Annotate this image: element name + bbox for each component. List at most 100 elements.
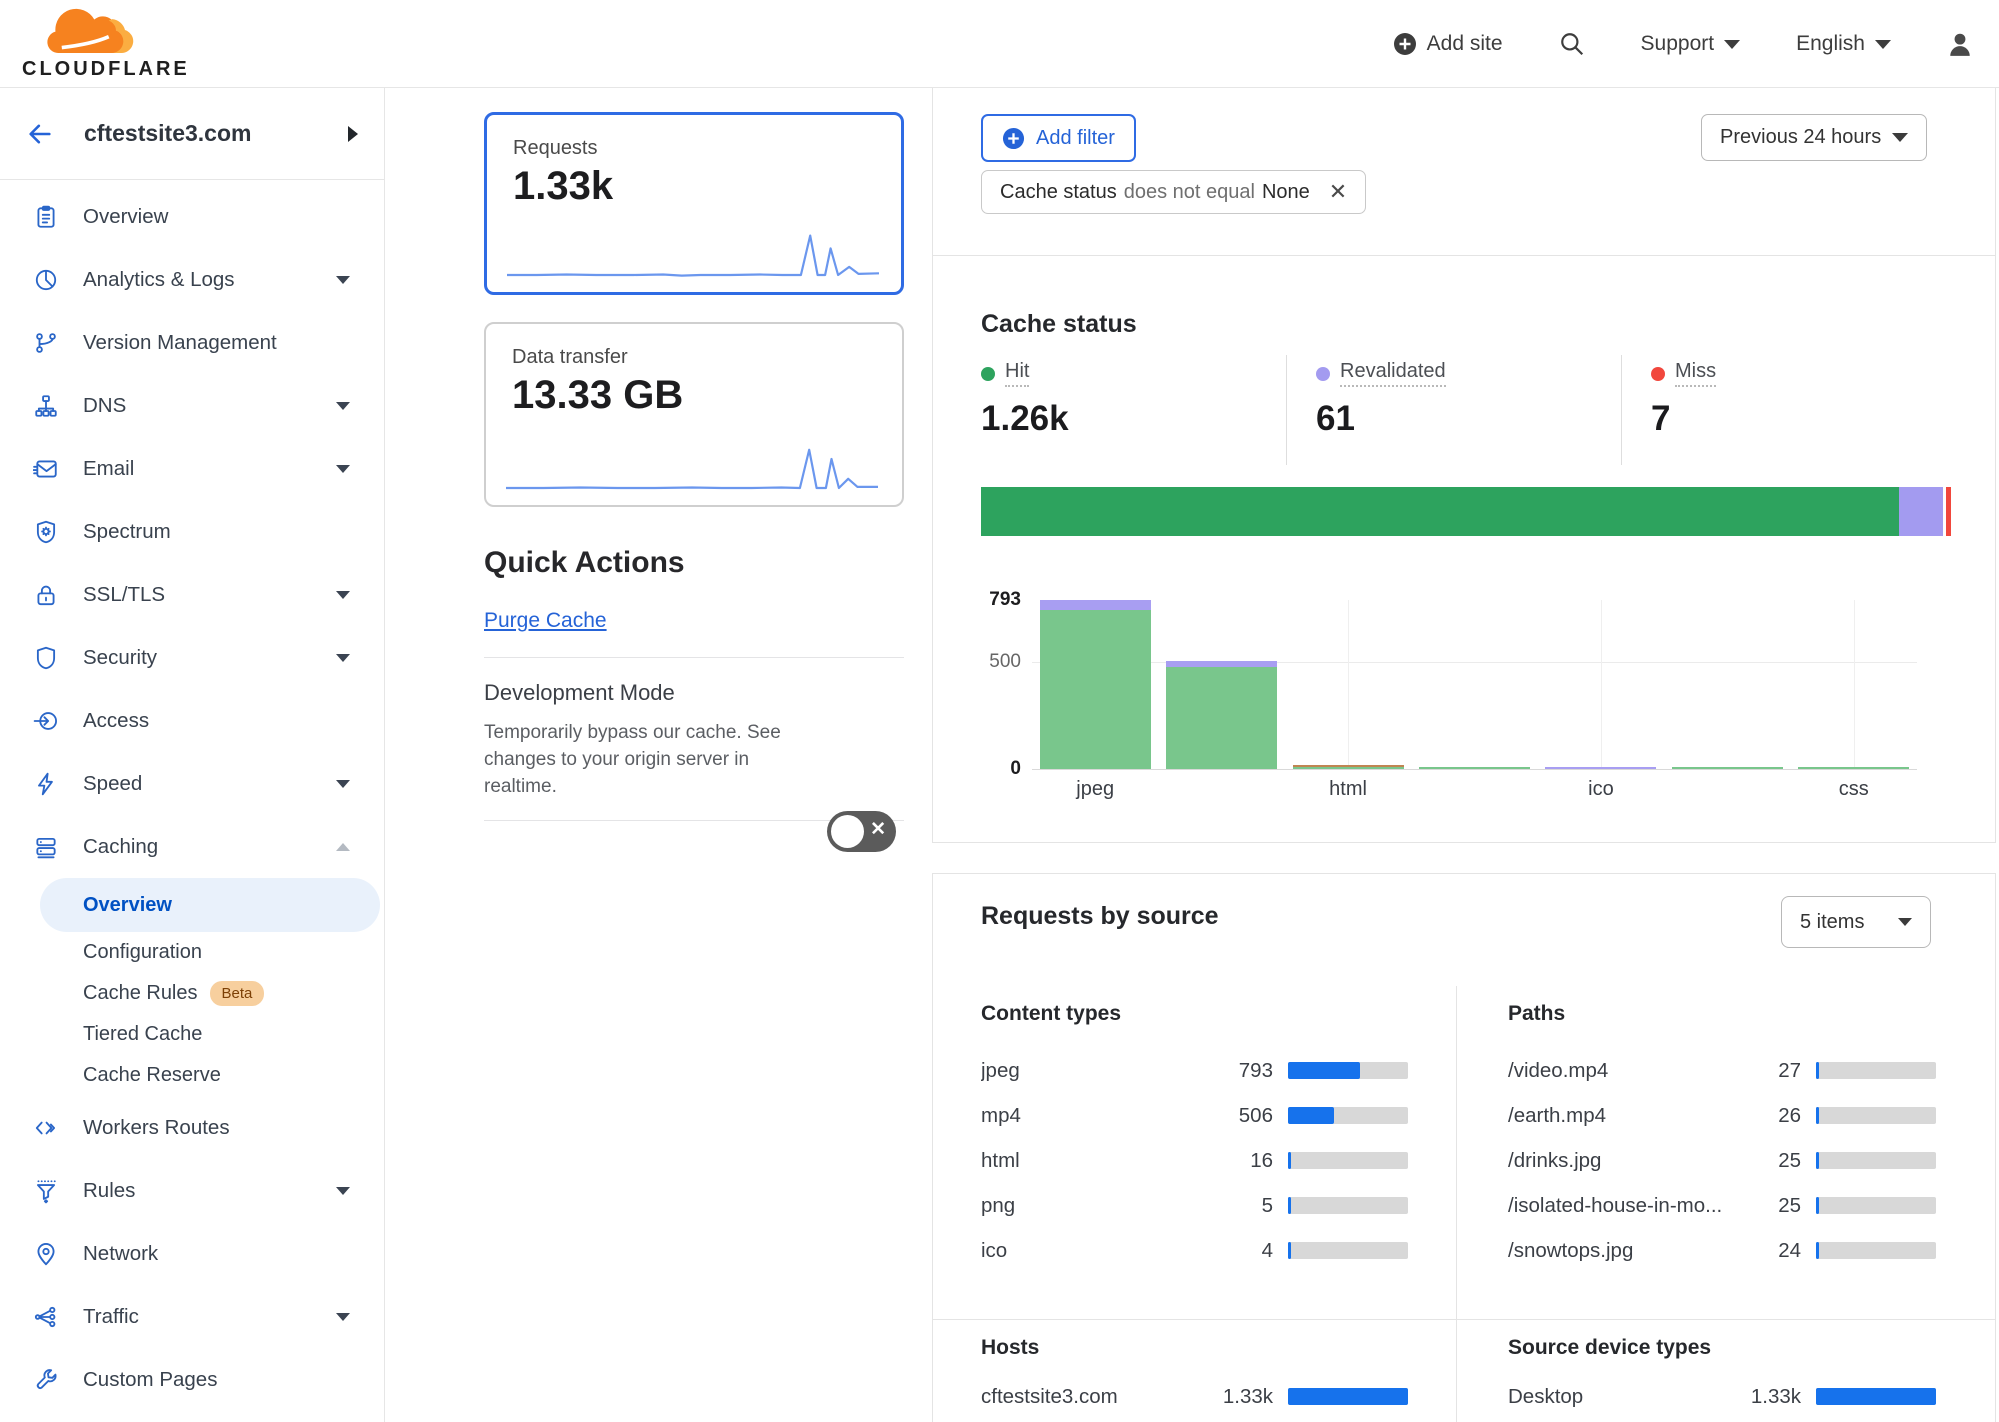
sidebar-item-access[interactable]: Access (0, 689, 384, 752)
data-transfer-metric-card[interactable]: Data transfer 13.33 GB (484, 322, 904, 507)
sidebar-item-traffic[interactable]: Traffic (0, 1285, 384, 1348)
sidebar-item-speed[interactable]: Speed (0, 752, 384, 815)
x-axis-tick-ico: ico (1588, 778, 1614, 800)
top-header: CLOUDFLARE Add site Support English (0, 0, 1999, 88)
stat-row-ico: ico 4 (981, 1228, 1408, 1273)
stat-bar-fill (1816, 1242, 1819, 1259)
divider (484, 657, 904, 658)
legend-label[interactable]: Revalidated (1340, 360, 1446, 387)
gridline (1032, 662, 1917, 664)
gridline (1853, 600, 1855, 769)
legend-label[interactable]: Miss (1675, 360, 1717, 387)
summary-column: Requests 1.33k Data transfer 13.33 GB Qu… (385, 88, 932, 1422)
sidebar-item-workers-routes[interactable]: Workers Routes (0, 1096, 384, 1159)
beta-badge: Beta (209, 981, 265, 1006)
bar-segment-hit (1166, 667, 1278, 769)
network-icon (33, 1241, 59, 1267)
data-transfer-label: Data transfer (512, 346, 628, 368)
stat-bar-fill (1288, 1107, 1334, 1124)
subnav-item-tiered-cache[interactable]: Tiered Cache (0, 1014, 384, 1055)
site-name[interactable]: cftestsite3.com (84, 120, 252, 146)
stat-label: /video.mp4 (1508, 1058, 1609, 1082)
sidebar-item-label: Traffic (83, 1304, 139, 1328)
sidebar-item-dns[interactable]: DNS (0, 374, 384, 437)
subnav-item-label: Cache Rules (83, 982, 198, 1004)
language-menu[interactable]: English (1796, 32, 1891, 56)
requests-metric-card[interactable]: Requests 1.33k (484, 112, 904, 295)
stat-value: 27 (1778, 1058, 1801, 1082)
sidebar-item-label: Workers Routes (83, 1115, 230, 1139)
stat-bar-fill (1288, 1197, 1291, 1214)
stat-bar-track (1816, 1388, 1936, 1405)
sidebar-item-overview[interactable]: Overview (0, 185, 384, 248)
sidebar-item-label: Caching (83, 834, 159, 858)
sidebar-item-network[interactable]: Network (0, 1222, 384, 1285)
chevron-down-icon (336, 779, 350, 788)
chevron-down-icon (336, 1312, 350, 1321)
support-menu[interactable]: Support (1641, 32, 1741, 56)
hit-dot-icon (981, 366, 995, 381)
sidebar-item-caching[interactable]: Caching (0, 815, 384, 878)
section-title: Source device types (1508, 1336, 1712, 1359)
requests-sparkline (507, 234, 879, 277)
caching-subnav: Overview Configuration Cache Rules Beta Tier… (0, 878, 384, 1096)
sidebar-nav: Overview Analytics & Logs Version Manageme… (0, 180, 384, 1411)
sidebar-item-email[interactable]: Email (0, 437, 384, 500)
toggle-off-x-icon: ✕ (870, 819, 886, 840)
stat-label: /isolated-house-in-mo... (1508, 1193, 1721, 1217)
chevron-down-icon (336, 590, 350, 599)
miss-dot-icon (1651, 366, 1665, 381)
sidebar-item-security[interactable]: Security (0, 626, 384, 689)
stat-label: /snowtops.jpg (1508, 1238, 1634, 1262)
back-arrow-icon[interactable] (26, 120, 54, 148)
user-account-icon[interactable] (1947, 31, 1973, 57)
subnav-item-cache-rules[interactable]: Cache Rules Beta (0, 973, 384, 1014)
search-icon[interactable] (1559, 31, 1585, 57)
purge-cache-link[interactable]: Purge Cache (484, 609, 607, 632)
remove-filter-icon[interactable]: ✕ (1328, 179, 1348, 204)
legend-label[interactable]: Hit (1005, 360, 1030, 387)
section-title: Hosts (981, 1336, 1040, 1359)
subnav-item-configuration[interactable]: Configuration (0, 932, 384, 973)
stat-value: 1.33k (1222, 1384, 1273, 1408)
chevron-down-icon (1724, 39, 1741, 49)
items-count-selector[interactable]: 5 items (1781, 896, 1931, 948)
email-icon (33, 456, 59, 482)
sidebar-item-label: Overview (83, 204, 169, 228)
plus-circle-icon (1393, 33, 1416, 55)
add-filter-button[interactable]: Add filter (981, 114, 1136, 162)
filter-chip[interactable]: Cache status does not equal None ✕ (981, 170, 1367, 214)
stat-value: 25 (1778, 1193, 1801, 1217)
sidebar-item-spectrum[interactable]: Spectrum (0, 500, 384, 563)
subnav-item-cache-reserve[interactable]: Cache Reserve (0, 1055, 384, 1096)
stat-row-jpeg: jpeg 793 (981, 1048, 1408, 1093)
subnav-item-overview[interactable]: Overview (40, 878, 380, 932)
cloudflare-logo: CLOUDFLARE (22, 6, 190, 81)
chevron-down-icon (336, 653, 350, 662)
sidebar-item-analytics-logs[interactable]: Analytics & Logs (0, 248, 384, 311)
add-site-button[interactable]: Add site (1393, 32, 1503, 56)
stat-label: cftestsite3.com (981, 1384, 1118, 1408)
stat-label: jpeg (981, 1058, 1020, 1082)
spectrum-icon (33, 519, 59, 545)
requests-label: Requests (513, 137, 598, 159)
chart-bar-html (1292, 765, 1404, 769)
distribution-segment-miss (1946, 487, 1951, 536)
cloudflare-cloud-icon (47, 8, 134, 54)
speed-icon (33, 771, 59, 797)
sidebar-item-ssl-tls[interactable]: SSL/TLS (0, 563, 384, 626)
sidebar-item-custom-pages[interactable]: Custom Pages (0, 1348, 384, 1411)
filter-operator: does not equal (1123, 180, 1255, 203)
sidebar-item-rules[interactable]: Rules (0, 1159, 384, 1222)
stat-bar-fill (1816, 1388, 1936, 1405)
chevron-right-icon[interactable] (348, 125, 358, 142)
stat-value: 26 (1778, 1103, 1801, 1127)
stat-row-video-mp4: /video.mp4 27 (1508, 1048, 1936, 1093)
stat-value: 793 (1238, 1058, 1273, 1082)
sidebar: cftestsite3.com Overview Analytics & Logs… (0, 88, 385, 1422)
time-range-selector[interactable]: Previous 24 hours (1701, 114, 1927, 161)
sidebar-item-version-management[interactable]: Version Management (0, 311, 384, 374)
development-mode-toggle[interactable]: ✕ (827, 811, 896, 852)
logo-wordmark: CLOUDFLARE (22, 58, 190, 80)
version-management-icon (33, 330, 59, 356)
